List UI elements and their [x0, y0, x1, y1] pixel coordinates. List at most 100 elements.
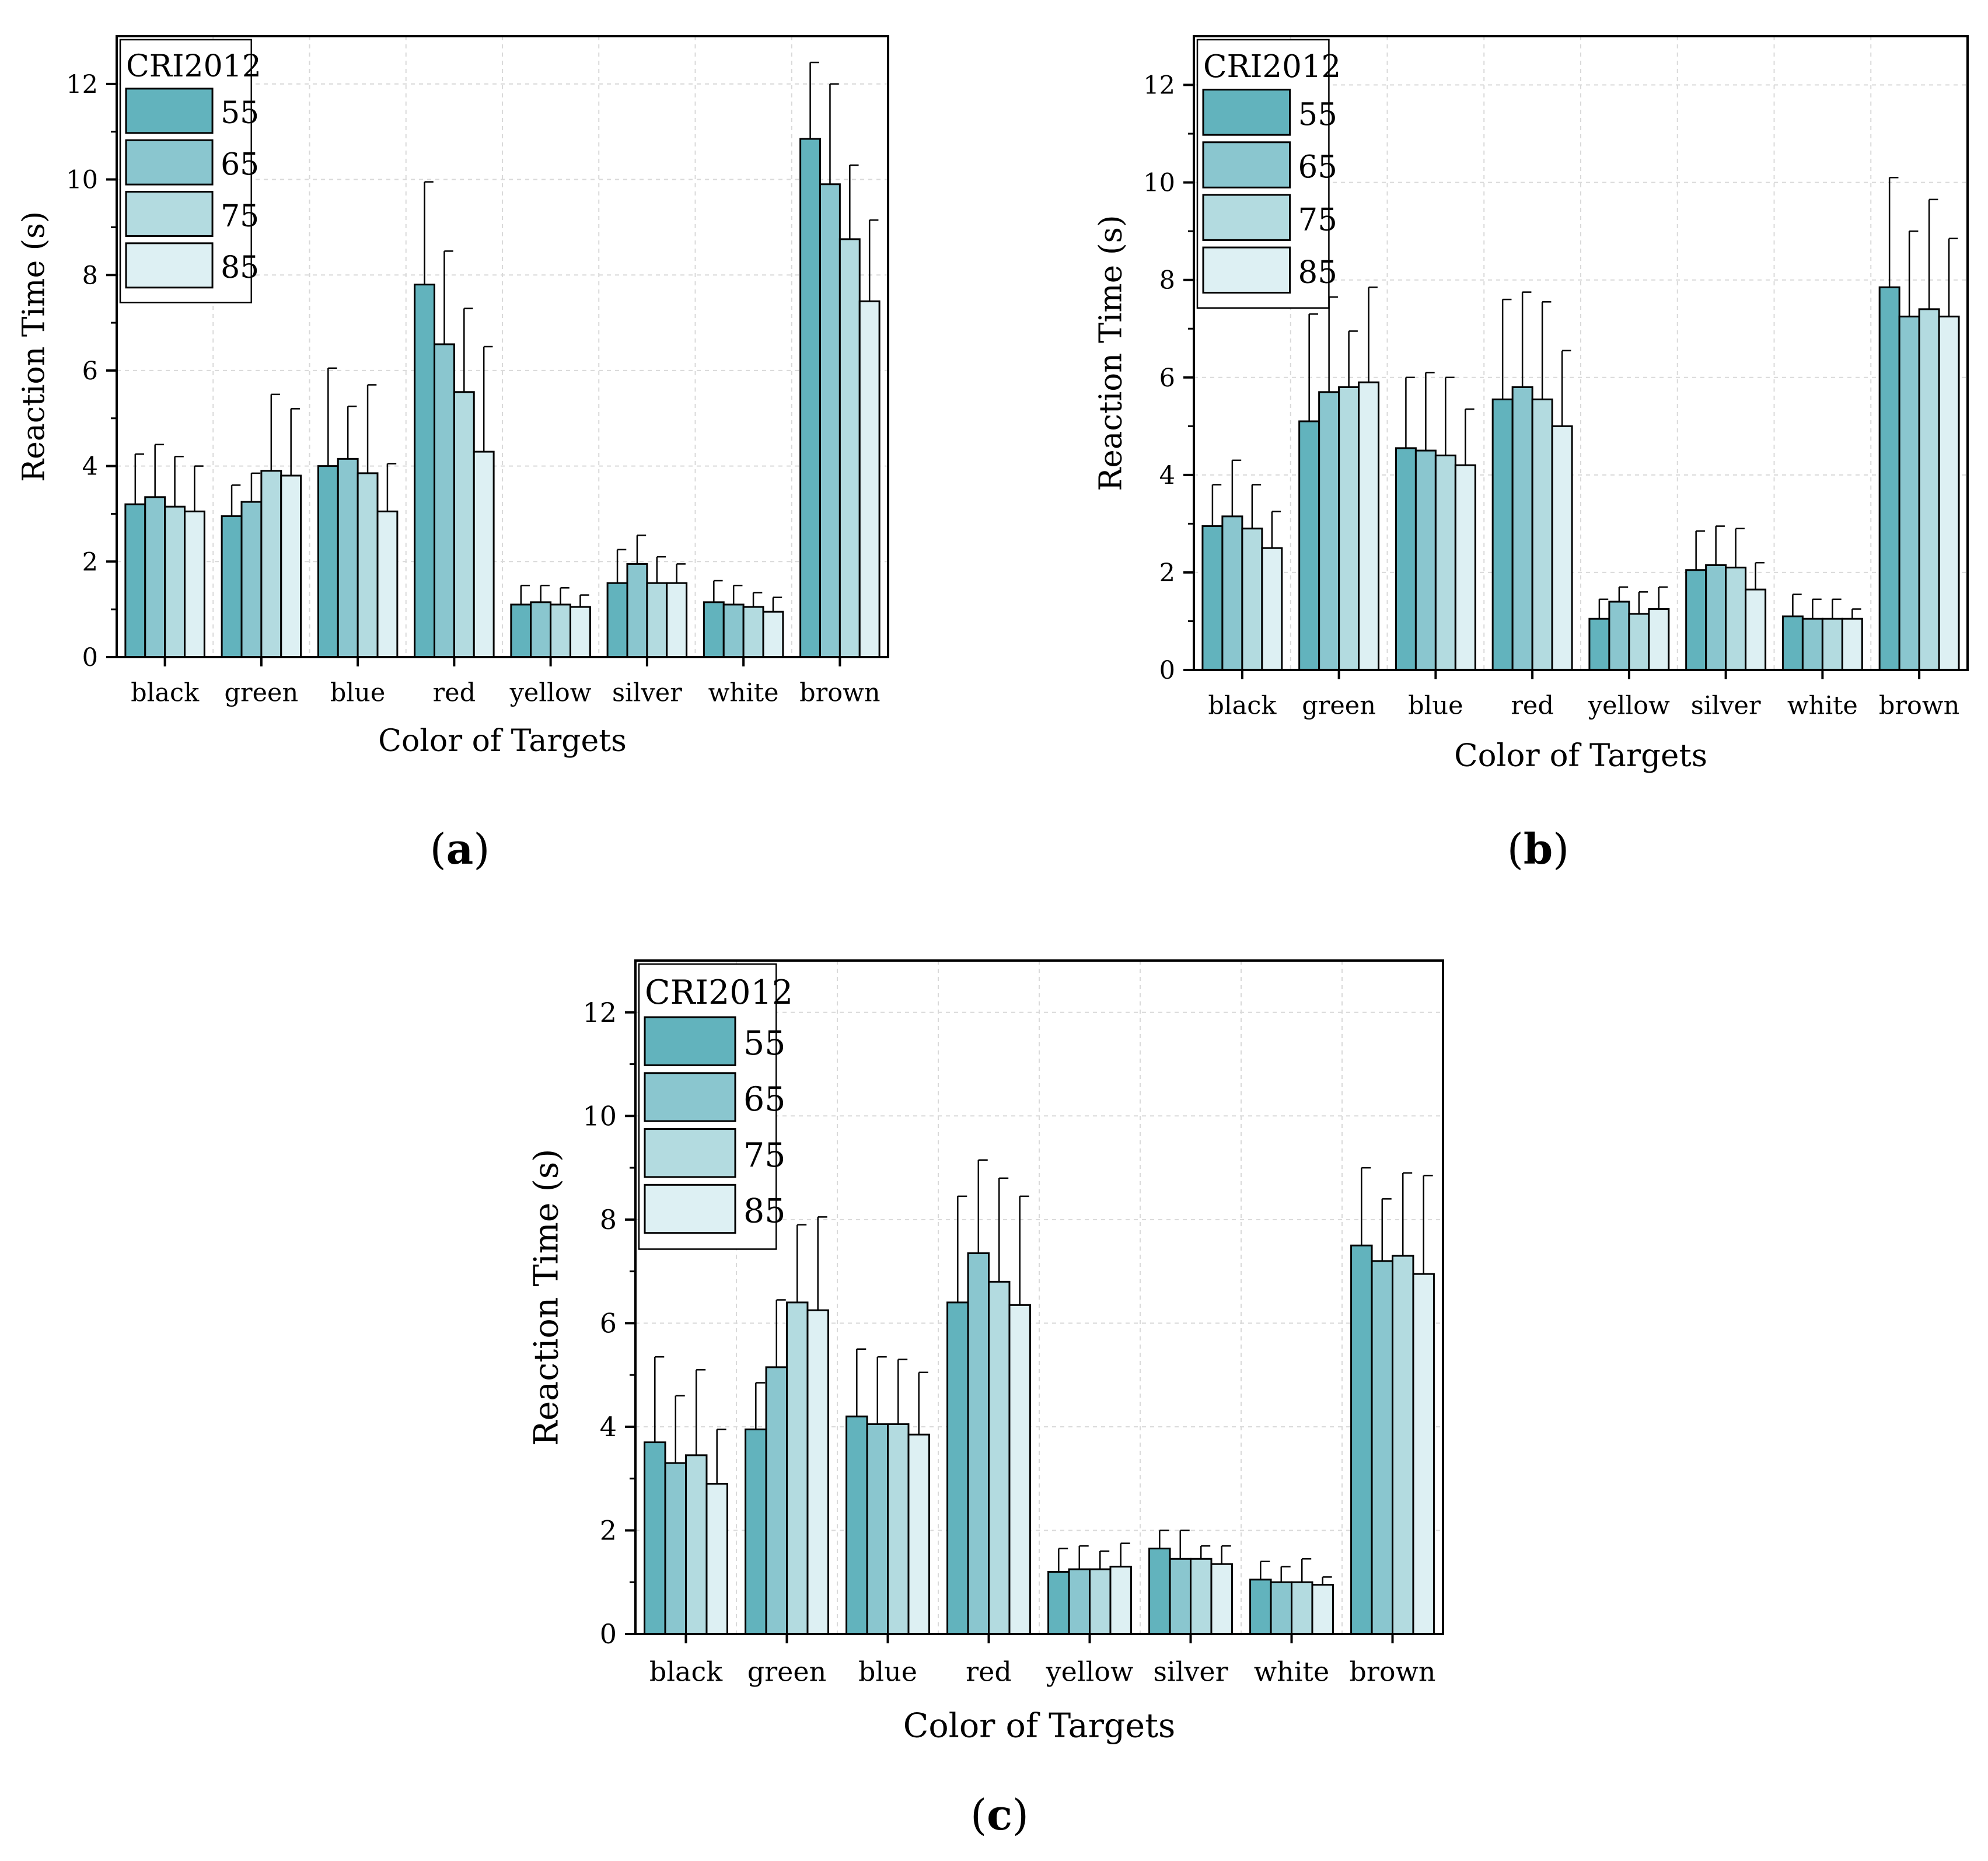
panel-c: 0 2 4 6 8 10 12 black green blue red yellow silver wh…	[527, 959, 1444, 1745]
y-axis-label: Reaction Time (s)	[527, 1149, 566, 1446]
bar-brown-85	[1412, 1273, 1435, 1635]
x-tick-label-red: red	[1511, 691, 1554, 720]
bar-group-white	[703, 579, 784, 658]
y-tick-label: 6	[1159, 364, 1175, 393]
bar-yellow-65	[530, 601, 552, 658]
x-tick-label-white: white	[1254, 1656, 1329, 1688]
legend: CRI2012 55 65 75 85	[638, 963, 793, 1250]
bar-silver-75	[646, 582, 668, 658]
bar-black-85	[184, 510, 205, 658]
legend-swatch-55	[125, 88, 214, 134]
x-tick-label-white: white	[708, 678, 779, 707]
plot-frame	[116, 35, 889, 658]
grid	[117, 36, 888, 657]
y-tick-label: 4	[82, 452, 98, 481]
bar-green-55	[221, 515, 243, 658]
y-tick-label: 10	[1143, 169, 1175, 198]
y-tick-label: 4	[1159, 461, 1175, 490]
x-tick-label-yellow: yellow	[1588, 691, 1670, 720]
legend-title: CRI2012	[126, 49, 261, 84]
bar-black-65	[1221, 515, 1243, 671]
bar-silver-75	[1190, 1558, 1213, 1635]
x-axis-label: Color of Targets	[378, 724, 627, 759]
bar-group-green	[221, 393, 302, 658]
bar-silver-55	[1148, 1548, 1171, 1635]
x-tick-label-silver: silver	[1153, 1656, 1228, 1688]
y-tick-label: 0	[1159, 656, 1175, 685]
bar-white-65	[722, 603, 745, 658]
y-tick-label: 6	[600, 1307, 617, 1339]
bar-blue-85	[907, 1433, 930, 1635]
bar-black-75	[1241, 528, 1263, 671]
x-tick-label-brown: brown	[1349, 1656, 1435, 1688]
bar-group-blue	[845, 1348, 930, 1635]
legend-label-85: 85	[1298, 255, 1337, 291]
bar-white-65	[1270, 1581, 1292, 1635]
x-tick-label-yellow: yellow	[509, 678, 592, 707]
legend-swatch-65	[1202, 141, 1291, 188]
bar-red-55	[1491, 398, 1514, 671]
bar-silver-55	[1685, 569, 1707, 671]
bar-black-75	[164, 505, 186, 658]
bar-yellow-65	[1608, 600, 1630, 671]
x-tick-label-brown: brown	[799, 678, 880, 707]
y-axis-label: Reaction Time (s)	[1093, 215, 1128, 491]
bar-yellow-65	[1068, 1568, 1091, 1635]
bar-brown-75	[1392, 1255, 1414, 1635]
bar-red-65	[967, 1252, 990, 1635]
bar-red-55	[946, 1301, 969, 1635]
bar-yellow-55	[1588, 617, 1610, 671]
x-tick-label-black: black	[1208, 691, 1277, 720]
bar-black-85	[705, 1483, 728, 1635]
bar-white-55	[703, 601, 725, 658]
x-tick-label-green: green	[225, 678, 299, 707]
bar-blue-75	[357, 472, 379, 658]
legend-swatch-75	[1202, 194, 1291, 241]
bar-green-75	[260, 470, 282, 658]
bar-black-65	[664, 1462, 687, 1635]
bar-silver-65	[626, 563, 648, 658]
bar-red-75	[1531, 398, 1553, 671]
y-tick-label: 0	[600, 1618, 617, 1650]
bar-red-75	[453, 391, 475, 658]
bar-group-yellow	[510, 584, 591, 658]
bar-black-55	[1201, 525, 1224, 671]
bar-red-85	[1008, 1304, 1031, 1635]
x-tick-label-red: red	[433, 678, 476, 707]
bar-silver-75	[1725, 567, 1747, 671]
legend-swatch-85	[125, 242, 214, 289]
legend-swatch-85	[1202, 246, 1291, 294]
x-axis-label: Color of Targets	[903, 1707, 1176, 1745]
bar-silver-85	[1210, 1563, 1233, 1635]
bar-white-85	[1841, 617, 1863, 671]
legend-label-55: 55	[1298, 97, 1337, 132]
bar-red-85	[473, 451, 495, 658]
legend-swatch-65	[125, 139, 214, 186]
bar-group-blue	[317, 367, 399, 658]
x-tick-label-yellow: yellow	[1046, 1656, 1134, 1688]
caption-b: (b)	[1507, 824, 1570, 874]
x-tick-label-white: white	[1787, 691, 1858, 720]
bar-group-brown	[1350, 1167, 1435, 1635]
bar-group-silver	[1685, 525, 1767, 671]
bar-black-55	[644, 1441, 666, 1635]
y-tick-label: 6	[82, 357, 98, 386]
bar-group-black	[1201, 459, 1283, 671]
legend: CRI2012 55 65 75 85	[119, 39, 261, 303]
bar-white-85	[1311, 1584, 1334, 1635]
bar-blue-55	[1395, 447, 1417, 671]
bar-red-75	[988, 1280, 1011, 1635]
legend-swatch-75	[644, 1128, 736, 1178]
x-tick-label-red: red	[966, 1656, 1012, 1688]
y-tick-label: 8	[82, 261, 98, 290]
bar-red-65	[1511, 386, 1533, 671]
y-tick-label: 8	[1159, 266, 1175, 295]
bar-yellow-75	[1089, 1568, 1112, 1635]
x-tick-label-blue: blue	[330, 678, 385, 707]
grid	[1194, 36, 1968, 670]
bar-yellow-85	[1109, 1566, 1132, 1635]
bar-green-55	[1298, 420, 1320, 671]
bar-silver-65	[1705, 564, 1727, 671]
bar-blue-55	[317, 465, 339, 658]
legend-label-55: 55	[743, 1024, 786, 1063]
